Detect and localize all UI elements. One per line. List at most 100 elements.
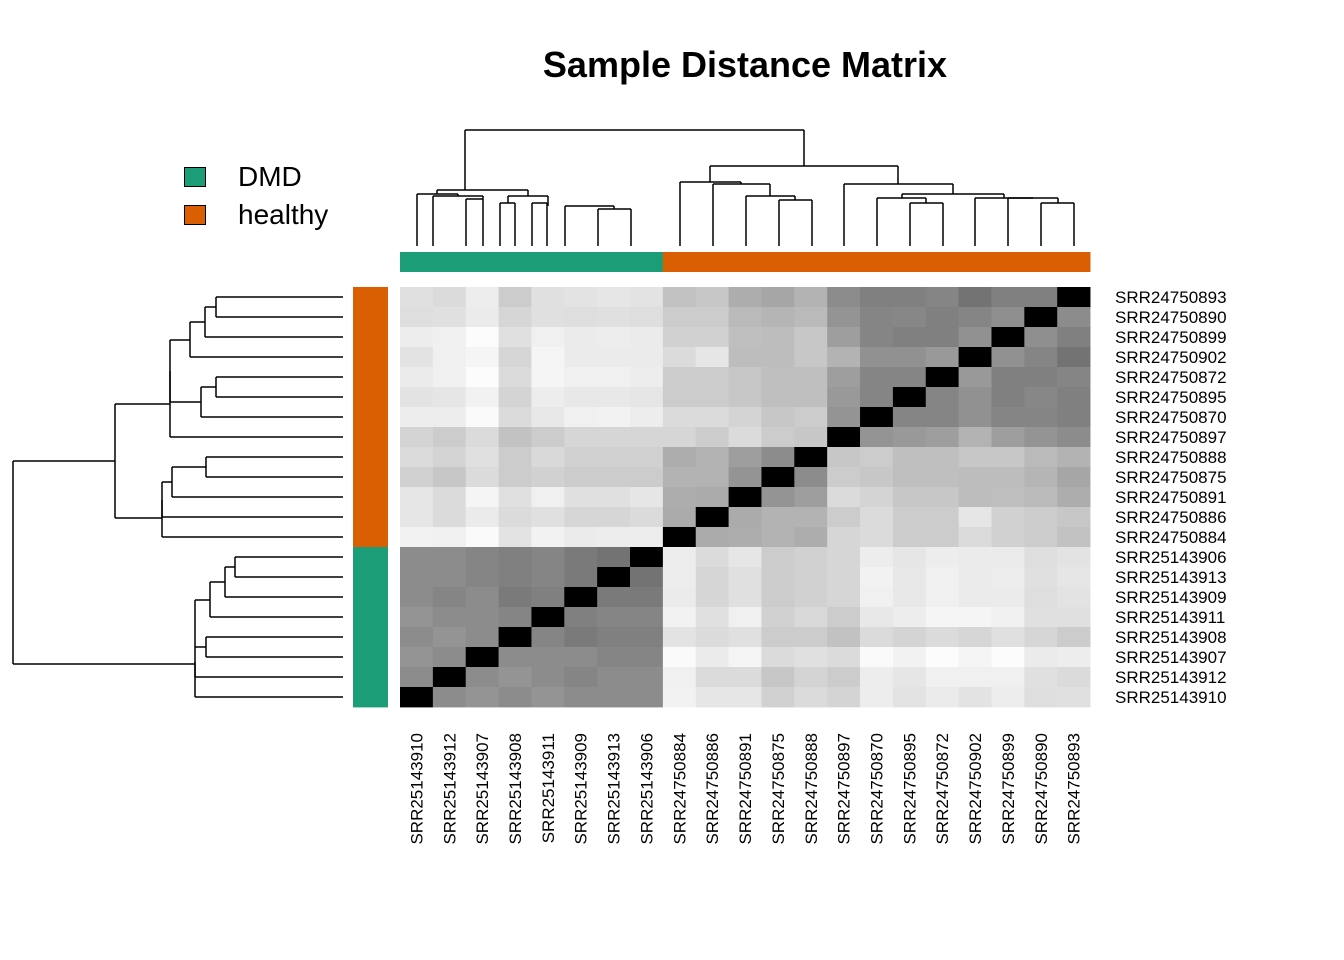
column-label: SRR24750886 <box>703 733 722 845</box>
heatmap-cell <box>794 407 828 428</box>
heatmap-cell <box>498 427 532 448</box>
heatmap-cell <box>925 607 960 628</box>
heatmap-cell <box>892 447 927 468</box>
heatmap-cell <box>564 447 598 468</box>
heatmap-cell <box>630 287 664 308</box>
heatmap-cell <box>695 587 729 608</box>
heatmap-cell <box>465 327 499 348</box>
heatmap-cell <box>1024 447 1058 468</box>
heatmap-cell <box>498 587 532 608</box>
heatmap-cell <box>531 687 565 708</box>
heatmap-cell <box>794 547 828 568</box>
heatmap-cell <box>564 547 598 568</box>
heatmap-cell <box>597 367 631 388</box>
heatmap-cell <box>925 467 960 488</box>
heatmap-cell <box>695 647 729 668</box>
heatmap-cell <box>498 667 532 688</box>
heatmap-cell <box>695 467 729 488</box>
heatmap-cell <box>1024 347 1058 368</box>
heatmap-cell <box>892 387 927 408</box>
heatmap-cell <box>925 347 960 368</box>
heatmap-cell <box>860 387 894 408</box>
heatmap-cell <box>465 507 499 528</box>
heatmap-cell <box>958 507 992 528</box>
legend: DMD healthy <box>184 158 328 234</box>
heatmap-cell <box>432 447 467 468</box>
column-annotation-cell <box>991 252 1025 272</box>
heatmap-cell <box>794 587 828 608</box>
heatmap-cell <box>860 367 894 388</box>
heatmap-cell <box>564 587 598 608</box>
heatmap-cell <box>630 427 664 448</box>
heatmap-cell <box>827 407 861 428</box>
heatmap-cell <box>432 427 467 448</box>
heatmap-cell <box>958 447 992 468</box>
column-label: SRR24750895 <box>900 733 919 845</box>
heatmap-cell <box>761 567 795 588</box>
row-dendrogram <box>12 296 343 698</box>
heatmap-cell <box>728 647 762 668</box>
heatmap-cell <box>991 587 1025 608</box>
heatmap-cell <box>695 527 729 548</box>
heatmap-cell <box>400 287 434 308</box>
row-annotation-cell <box>353 447 388 468</box>
heatmap-cell <box>465 667 499 688</box>
heatmap-cell <box>860 427 894 448</box>
heatmap-cell <box>958 287 992 308</box>
heatmap-cell <box>925 567 960 588</box>
row-annotation-cell <box>353 307 388 328</box>
heatmap-cell <box>1057 667 1091 688</box>
heatmap-cell <box>564 347 598 368</box>
heatmap-cell <box>1024 407 1058 428</box>
heatmap-cell <box>662 447 697 468</box>
heatmap-cell <box>1024 487 1058 508</box>
column-annotation-bar <box>400 252 1091 272</box>
heatmap-cell <box>1024 627 1058 648</box>
heatmap-cell <box>991 327 1025 348</box>
heatmap-cell <box>597 467 631 488</box>
row-annotation-cell <box>353 687 388 708</box>
heatmap-cell <box>695 507 729 528</box>
heatmap-cell <box>1024 387 1058 408</box>
heatmap-cell <box>400 347 434 368</box>
heatmap-cell <box>564 507 598 528</box>
heatmap-cell <box>860 687 894 708</box>
legend-label-healthy: healthy <box>238 199 329 230</box>
heatmap-cell <box>432 307 467 328</box>
heatmap-cell <box>465 687 499 708</box>
heatmap-cell <box>761 507 795 528</box>
heatmap-cell <box>531 307 565 328</box>
heatmap-cell <box>564 287 598 308</box>
heatmap-cell <box>925 387 960 408</box>
heatmap-cell <box>827 607 861 628</box>
column-annotation-cell <box>432 252 467 272</box>
heatmap-cell <box>597 307 631 328</box>
column-label: SRR24750897 <box>835 733 854 845</box>
heatmap-cell <box>728 407 762 428</box>
heatmap-cell <box>498 367 532 388</box>
heatmap-cell <box>465 347 499 368</box>
heatmap-cell <box>695 307 729 328</box>
column-labels: SRR25143910 SRR25143912 SRR25143907 SRR2514… <box>407 733 1083 845</box>
heatmap-cell <box>400 427 434 448</box>
heatmap-cell <box>662 327 697 348</box>
heatmap-cell <box>827 467 861 488</box>
heatmap-cell <box>564 367 598 388</box>
row-labels: SRR24750893SRR24750890SRR24750899SRR2475… <box>1115 288 1227 707</box>
heatmap-cell <box>564 647 598 668</box>
heatmap-cell <box>465 567 499 588</box>
heatmap-cell <box>728 387 762 408</box>
heatmap-cell <box>432 407 467 428</box>
heatmap-cell <box>662 647 697 668</box>
row-label: SRR25143912 <box>1115 668 1227 687</box>
heatmap-cell <box>728 627 762 648</box>
heatmap-cell <box>1057 647 1091 668</box>
column-label: SRR25143911 <box>539 733 558 843</box>
heatmap-cell <box>827 307 861 328</box>
heatmap-cell <box>432 467 467 488</box>
column-annotation-cell <box>925 252 960 272</box>
heatmap-cell <box>728 587 762 608</box>
heatmap-cell <box>958 387 992 408</box>
heatmap-cell <box>991 527 1025 548</box>
